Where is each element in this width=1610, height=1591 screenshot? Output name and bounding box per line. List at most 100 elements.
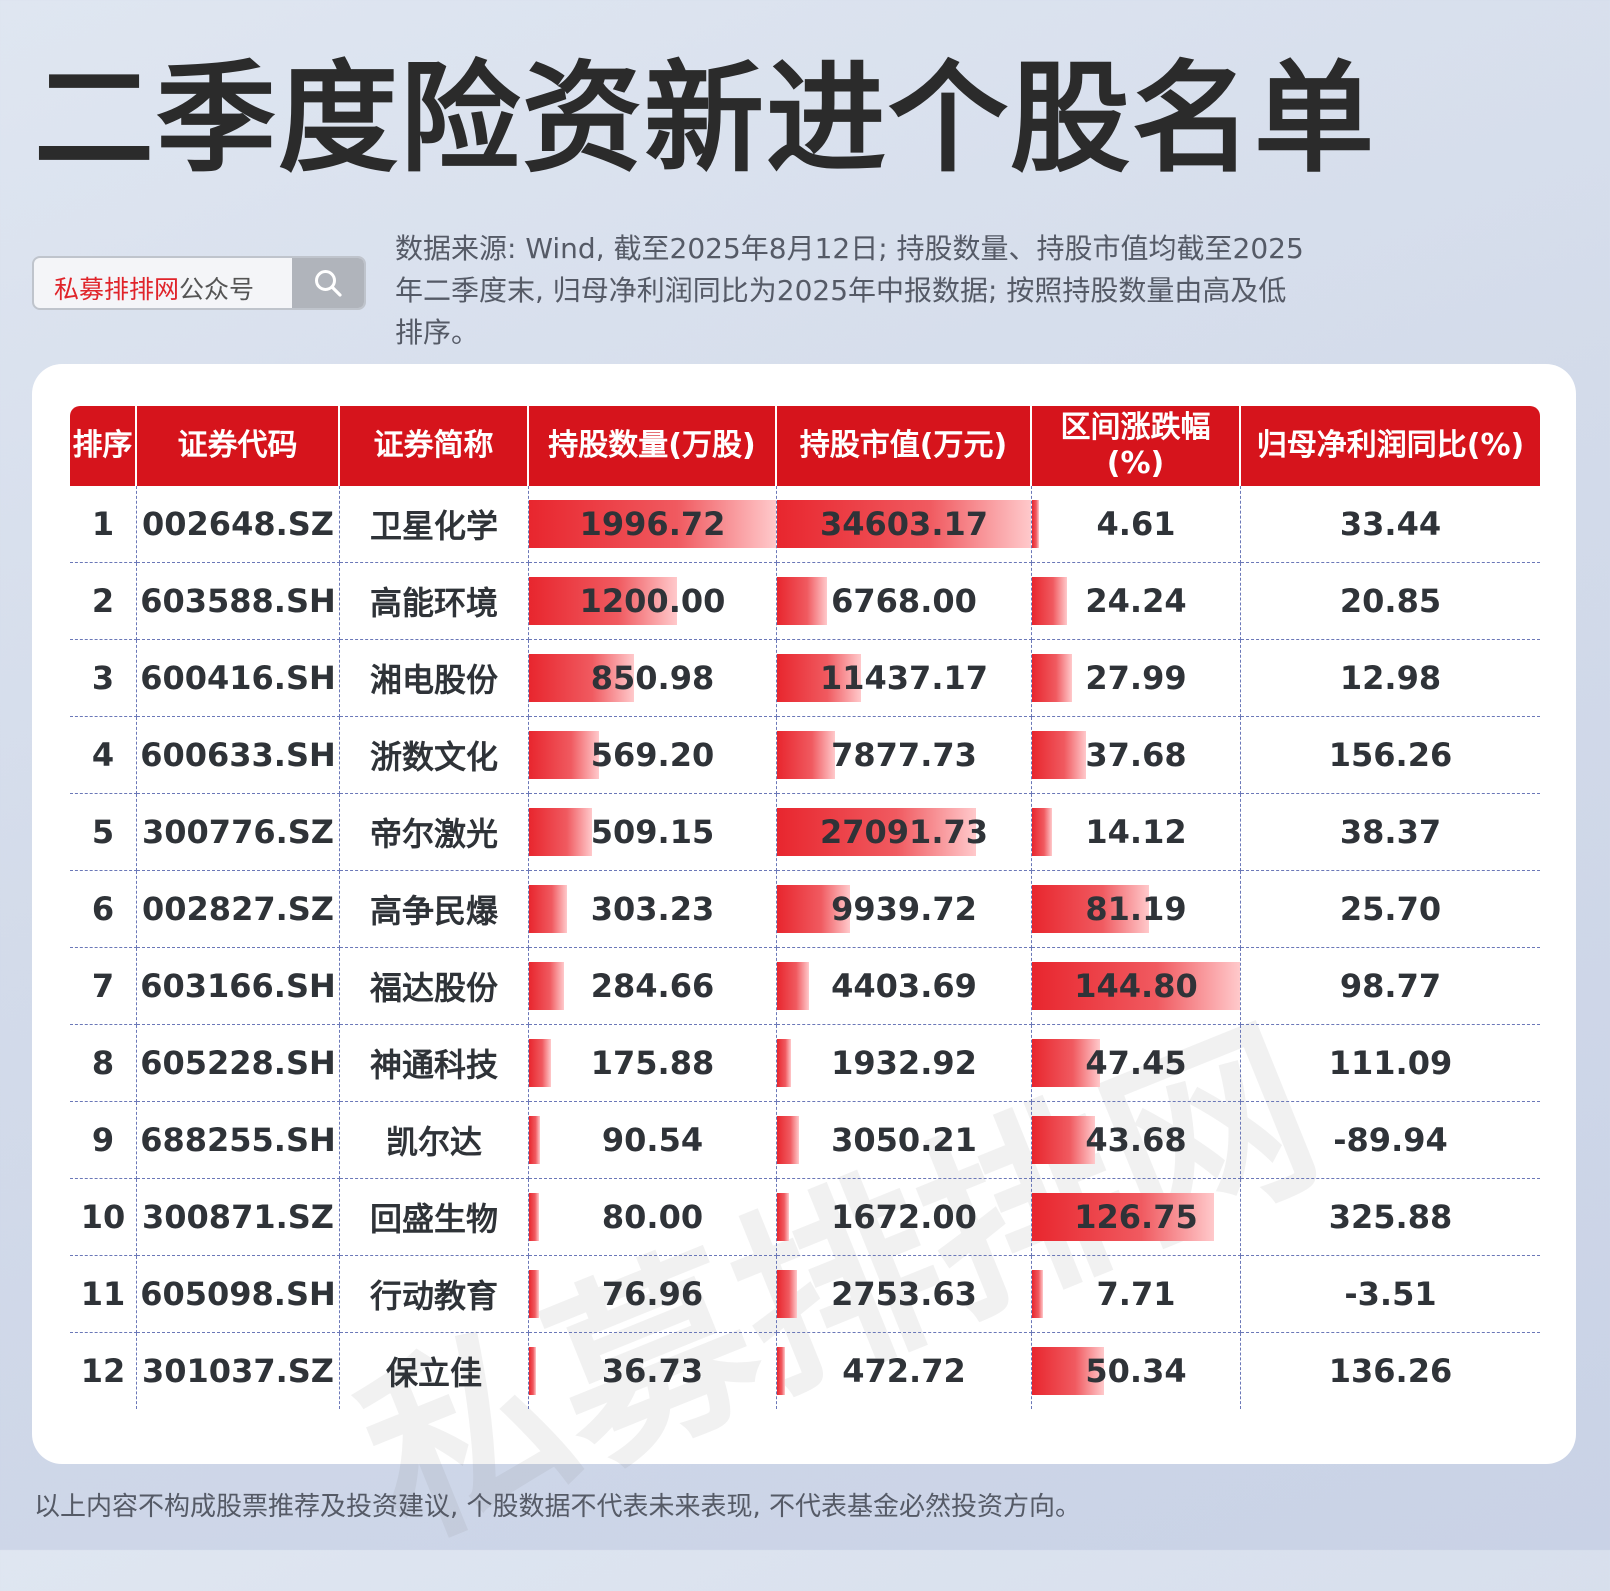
cell-rank: 2	[70, 563, 137, 640]
cell-shares: 569.20	[529, 717, 777, 794]
bar-value	[777, 654, 861, 702]
cell-code-text: 002648.SZ	[142, 505, 334, 543]
bar-value	[777, 500, 1031, 548]
cell-rank: 4	[70, 717, 137, 794]
cell-profit-text: 25.70	[1339, 890, 1442, 928]
cell-name-text: 行动教育	[369, 1277, 498, 1315]
cell-code: 603166.SH	[137, 948, 340, 1025]
cell-shares-text: 175.88	[590, 1044, 715, 1082]
header-name: 证券简称	[340, 406, 529, 486]
cell-profit-text: 20.85	[1339, 582, 1442, 620]
cell-change: 24.24	[1032, 563, 1241, 640]
cell-profit-text: 156.26	[1328, 736, 1453, 774]
cell-value: 2753.63	[777, 1256, 1032, 1333]
cell-name: 湘电股份	[340, 640, 529, 717]
cell-name: 浙数文化	[340, 717, 529, 794]
table-row: 2 603588.SH 高能环境 1200.00 6768.00 24.24 20.85	[70, 563, 1540, 640]
cell-code-text: 605098.SH	[140, 1275, 336, 1313]
table-row: 4 600633.SH 浙数文化 569.20 7877.73 37.68 156.26	[70, 717, 1540, 794]
bar-value	[777, 731, 835, 779]
cell-profit: 136.26	[1241, 1333, 1540, 1409]
bar-shares	[529, 577, 678, 625]
cell-name-text: 高争民爆	[369, 892, 498, 930]
cell-change-text: 47.45	[1085, 1044, 1187, 1082]
cell-name: 神通科技	[340, 1025, 529, 1102]
cell-change: 126.75	[1032, 1179, 1241, 1256]
cell-change: 7.71	[1032, 1256, 1241, 1333]
cell-profit: 156.26	[1241, 717, 1540, 794]
cell-name-text: 高能环境	[369, 584, 498, 622]
cell-change-text: 4.61	[1096, 505, 1176, 543]
cell-value: 9939.72	[777, 871, 1032, 948]
cell-rank-text: 3	[91, 659, 115, 697]
cell-name: 行动教育	[340, 1256, 529, 1333]
cell-code-text: 002827.SZ	[142, 890, 334, 928]
cell-shares: 284.66	[529, 948, 777, 1025]
bar-value	[777, 1116, 800, 1164]
cell-name-text: 福达股份	[369, 969, 498, 1007]
search-icon	[315, 270, 342, 297]
cell-profit: -89.94	[1241, 1102, 1540, 1179]
bar-value	[777, 1347, 785, 1395]
cell-code-text: 301037.SZ	[142, 1352, 334, 1390]
cell-value-text: 9939.72	[831, 890, 977, 928]
page-title: 二季度险资新进个股名单	[34, 50, 1376, 189]
cell-value-text: 1672.00	[831, 1198, 977, 1236]
cell-code: 605228.SH	[137, 1025, 340, 1102]
cell-change: 50.34	[1032, 1333, 1241, 1409]
cell-rank: 1	[70, 486, 137, 563]
header-value: 持股市值(万元)	[777, 406, 1032, 486]
cell-rank-text: 12	[80, 1352, 126, 1390]
cell-shares: 36.73	[529, 1333, 777, 1409]
search-box[interactable]: 私募排排网公众号	[32, 256, 366, 310]
cell-rank-text: 5	[91, 813, 115, 851]
cell-name: 回盛生物	[340, 1179, 529, 1256]
search-button[interactable]	[292, 258, 364, 308]
cell-shares-text: 850.98	[590, 659, 715, 697]
cell-value: 472.72	[777, 1333, 1032, 1409]
cell-value-text: 11437.17	[819, 659, 988, 697]
cell-shares-text: 76.96	[601, 1275, 704, 1313]
cell-rank-text: 2	[91, 582, 115, 620]
cell-change: 37.68	[1032, 717, 1241, 794]
cell-profit-text: 33.44	[1339, 505, 1442, 543]
bar-value	[777, 1193, 790, 1241]
table-row: 9 688255.SH 凯尔达 90.54 3050.21 43.68 -89.94	[70, 1102, 1540, 1179]
cell-change: 14.12	[1032, 794, 1241, 871]
bar-change	[1032, 1116, 1095, 1164]
bar-shares	[529, 885, 567, 933]
bar-value	[777, 577, 827, 625]
cell-code: 300871.SZ	[137, 1179, 340, 1256]
cell-change: 4.61	[1032, 486, 1241, 563]
cell-profit-text: 38.37	[1339, 813, 1442, 851]
stock-table: 排序 证券代码 证券简称 持股数量(万股) 持股市值(万元) 区间涨跌幅(%) …	[70, 406, 1540, 1409]
cell-profit-text: -3.51	[1344, 1275, 1437, 1313]
bar-shares	[529, 962, 565, 1010]
bar-change	[1032, 731, 1087, 779]
cell-rank-text: 4	[91, 736, 115, 774]
cell-change: 144.80	[1032, 948, 1241, 1025]
cell-shares: 1996.72	[529, 486, 777, 563]
cell-profit-text: 136.26	[1328, 1352, 1453, 1390]
cell-name-text: 帝尔激光	[369, 815, 498, 853]
bar-value	[777, 808, 976, 856]
cell-value-text: 1932.92	[831, 1044, 977, 1082]
cell-rank-text: 6	[91, 890, 115, 928]
header-change: 区间涨跌幅(%)	[1032, 406, 1241, 486]
bar-change	[1032, 808, 1053, 856]
cell-change-text: 37.68	[1085, 736, 1187, 774]
cell-profit: 111.09	[1241, 1025, 1540, 1102]
cell-profit-text: 325.88	[1328, 1198, 1453, 1236]
cell-shares-text: 284.66	[590, 967, 715, 1005]
cell-code-text: 603166.SH	[140, 967, 336, 1005]
cell-name: 凯尔达	[340, 1102, 529, 1179]
cell-value: 27091.73	[777, 794, 1032, 871]
cell-change-text: 14.12	[1085, 813, 1187, 851]
cell-rank: 7	[70, 948, 137, 1025]
cell-code-text: 600416.SH	[140, 659, 336, 697]
bar-change	[1032, 1193, 1215, 1241]
cell-value-text: 34603.17	[819, 505, 988, 543]
cell-profit-text: 98.77	[1339, 967, 1442, 1005]
cell-value-text: 4403.69	[831, 967, 977, 1005]
cell-profit: 25.70	[1241, 871, 1540, 948]
